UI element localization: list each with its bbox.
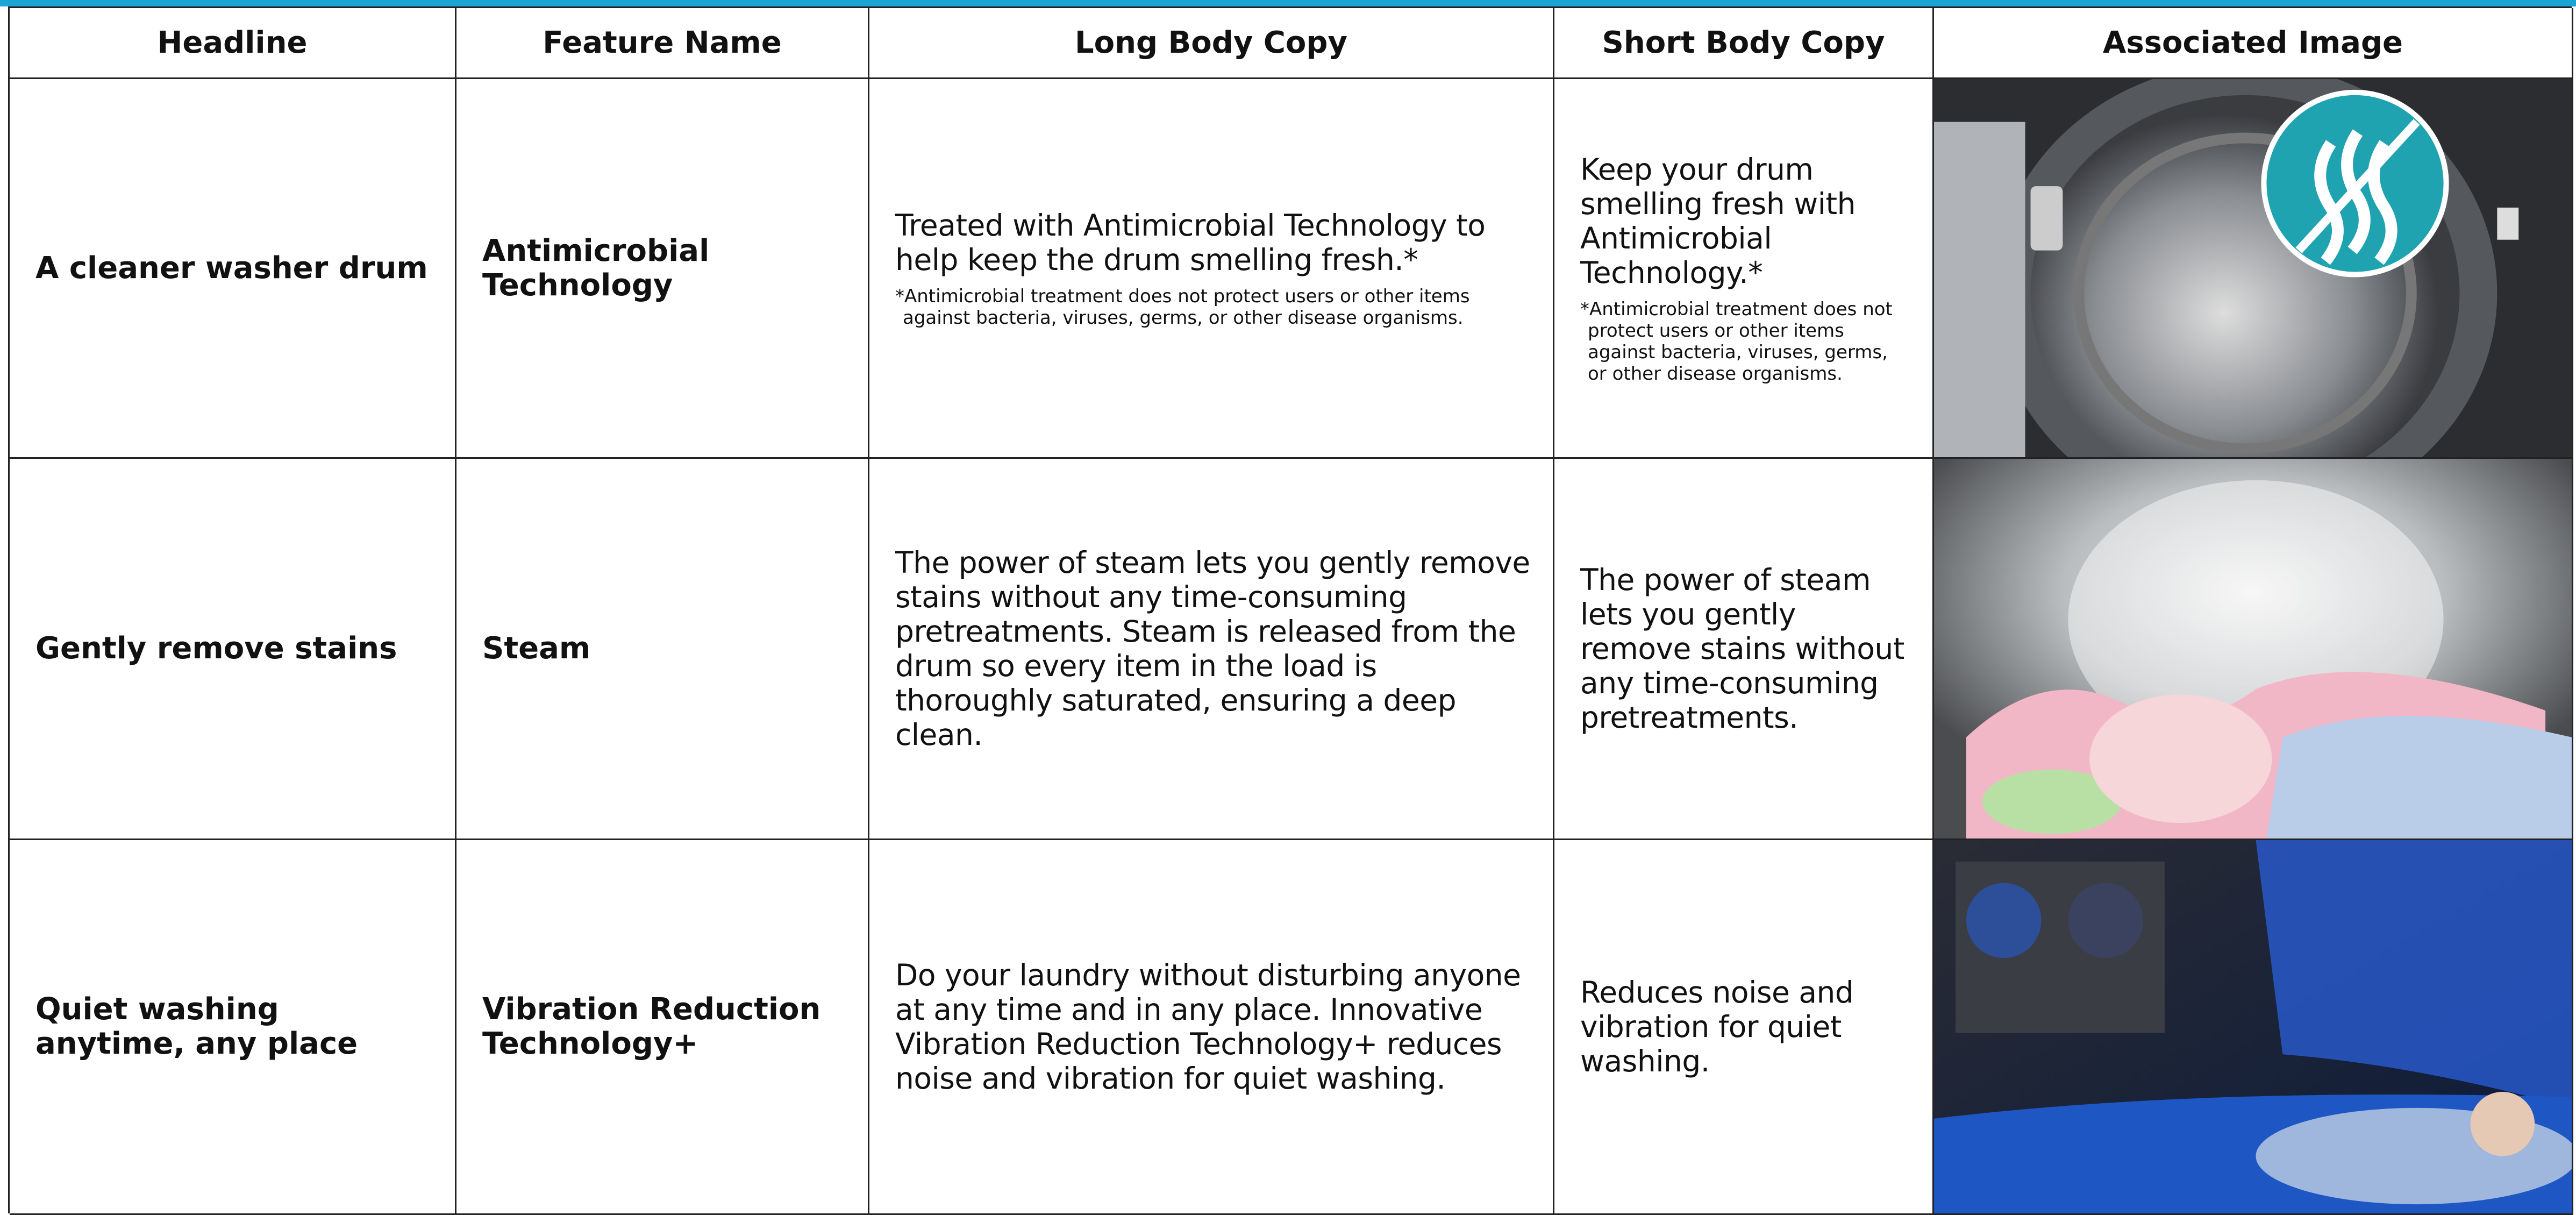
image-shape [1934,840,2572,1213]
image-shape [2470,1091,2535,1156]
header-cell: Associated Image [1934,8,2573,79]
image-shape [1982,769,2122,834]
header-cell: Short Body Copy [1554,8,1934,79]
footnote: *Antimicrobial treatment does not protec… [895,285,1470,329]
body-text: Do your laundry without disturbing anyon… [895,958,1521,1096]
headline-cell: Quiet washing anytime, any place [10,840,456,1215]
feature-table: Headline Feature Name Long Body Copy Short … [8,6,2573,1215]
associated-image [1934,459,2573,840]
long-body-cell: Do your laundry without disturbing anyon… [869,840,1554,1215]
long-body-cell: The power of steam lets you gently remov… [869,459,1554,840]
associated-image [1934,79,2573,459]
short-body-cell: The power of steam lets you gently remov… [1554,459,1934,840]
top-bar [0,0,2576,6]
image-shape [2295,119,2420,254]
image-shape [1934,459,2572,839]
header-cell: Long Body Copy [869,8,1554,79]
body-text: Treated with Antimicrobial Technology to… [895,208,1486,277]
header-cell: Feature Name [456,8,869,79]
body-text: The power of steam lets you gently remov… [895,545,1530,752]
headline-cell: A cleaner washer drum [10,79,456,459]
short-body-cell: Reduces noise and vibration for quiet wa… [1554,840,1934,1215]
image-shape [2030,186,2063,251]
feature-name-cell: Steam [456,459,869,840]
long-body-cell: Treated with Antimicrobial Technology to… [869,79,1554,459]
headline-cell: Gently remove stains [10,459,456,840]
image-shape [2497,207,2519,240]
body-text: Keep your drum smelling fresh with Antim… [1580,152,1856,290]
image-shape [1934,122,2025,457]
feature-name-cell: Vibration Reduction Technology+ [456,840,869,1215]
image-shape [2073,132,2417,454]
image-shape [2266,715,2572,839]
image-shape [1966,883,2042,958]
header-cell: Headline [10,8,456,79]
image-shape [1934,79,2572,457]
image-shape [2089,694,2272,823]
body-text: The power of steam lets you gently remov… [1580,563,1904,735]
image-shape [2068,883,2144,958]
image-shape [2256,840,2572,1108]
feature-name-cell: Antimicrobial Technology [456,79,869,459]
short-body-cell: Keep your drum smelling fresh with Antim… [1554,79,1934,459]
body-text: Reduces noise and vibration for quiet wa… [1580,975,1854,1078]
footnote: *Antimicrobial treatment does not protec… [1580,298,1893,385]
associated-image [1934,840,2573,1215]
